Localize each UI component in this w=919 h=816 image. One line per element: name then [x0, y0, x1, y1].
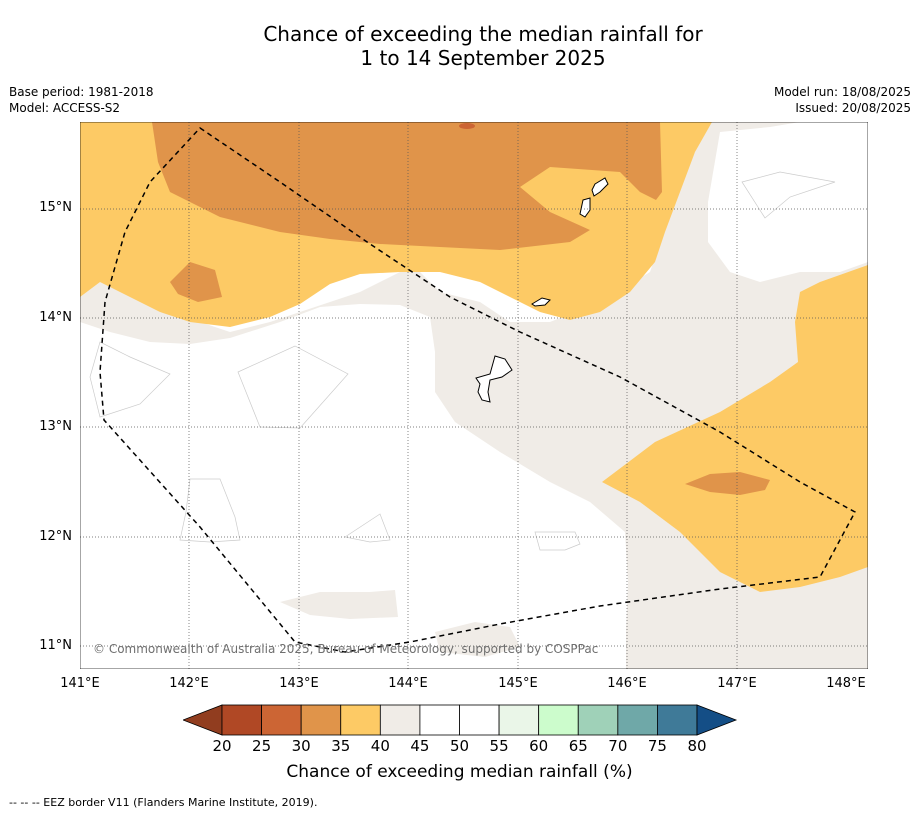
colorbar-cell: [340, 704, 381, 736]
lon-label-147e: 147°E: [717, 676, 757, 691]
copyright-notice: © Commonwealth of Australia 2025, Bureau…: [93, 642, 599, 656]
region-30-35-east-blob: [685, 472, 770, 495]
colorbar-cell: [577, 704, 619, 736]
lon-label-142e: 142°E: [169, 676, 209, 691]
eez-footnote: -- -- -- EEZ border V11 (Flanders Marine…: [9, 796, 318, 809]
model-run: Model run: 18/08/2025: [773, 85, 911, 99]
title-line-2: 1 to 14 September 2025: [360, 46, 606, 70]
colorbar-tick-label: 30: [291, 737, 311, 755]
colorbar-tick-label: 75: [647, 737, 667, 755]
meta-right: Model run: 18/08/2025 Issued: 20/08/2025: [774, 84, 911, 116]
colorbar-cell: [261, 704, 302, 736]
colorbar-cell: [498, 704, 540, 736]
region-45-55-upper-right: [708, 122, 868, 282]
colorbar-tick-label: 45: [410, 737, 430, 755]
colorbar-cell: [459, 704, 500, 736]
colorbar-cell: [419, 704, 460, 736]
lon-label-148e: 148°E: [826, 676, 866, 691]
base-period: Base period: 1981-2018: [9, 85, 154, 99]
lon-label-145e: 145°E: [498, 676, 538, 691]
colorbar-cell: [221, 704, 262, 736]
lat-label-14n: 14°N: [39, 310, 72, 325]
island-saipan: [591, 177, 609, 197]
title-line-1: Chance of exceeding the median rainfall …: [263, 22, 703, 46]
contour-line-southeast: [534, 531, 581, 551]
lat-label-11n: 11°N: [39, 638, 72, 653]
island-rota: [531, 297, 551, 307]
lat-label-15n: 15°N: [39, 200, 72, 215]
lat-label-13n: 13°N: [39, 419, 72, 434]
contour-line-south: [344, 513, 391, 543]
model-name: Model: ACCESS-S2: [9, 101, 121, 115]
issued-date: Issued: 20/08/2025: [795, 101, 911, 115]
colorbar-high-extend: [696, 704, 738, 736]
colorbar-cell: [657, 704, 698, 736]
island-tinian: [579, 197, 591, 218]
colorbar-tick-label: 40: [370, 737, 390, 755]
colorbar-tick-label: 65: [568, 737, 588, 755]
contour-line-west: [89, 341, 171, 418]
colorbar-low-extend: [183, 704, 223, 736]
region-40-45-south-patch: [435, 622, 520, 657]
colorbar: [183, 704, 738, 736]
lon-label-141e: 141°E: [60, 676, 100, 691]
lon-label-143e: 143°E: [279, 676, 319, 691]
region-30-35-west-blob: [170, 262, 222, 302]
colorbar-tick-label: 55: [489, 737, 509, 755]
graticule: [80, 122, 868, 669]
colorbar-tick-label: 20: [212, 737, 232, 755]
contour-line-northeast: [741, 171, 836, 219]
colorbar-tick-label: 60: [529, 737, 549, 755]
colorbar-tick-label: 70: [608, 737, 628, 755]
colorbar-cell: [300, 704, 342, 736]
meta-left: Base period: 1981-2018 Model: ACCESS-S2: [9, 84, 154, 116]
region-25-30-spot: [459, 123, 475, 129]
colorbar-tick-label: 25: [252, 737, 272, 755]
eez-border: [99, 127, 857, 653]
map-title: Chance of exceeding the median rainfall …: [0, 22, 919, 70]
colorbar-cell: [617, 704, 658, 736]
contour-line-south-west: [179, 478, 241, 543]
contour-line-center: [237, 345, 349, 429]
island-guam: [475, 355, 513, 403]
lon-label-144e: 144°E: [388, 676, 428, 691]
colorbar-tick-label: 35: [331, 737, 351, 755]
colorbar-tick-label: 80: [687, 737, 707, 755]
colorbar-tick-label: 50: [449, 737, 470, 755]
region-35-40-east: [602, 265, 868, 592]
colorbar-cell: [538, 704, 579, 736]
region-40-45-south-strip: [280, 590, 398, 619]
rainfall-map: [80, 122, 868, 669]
lat-label-12n: 12°N: [39, 529, 72, 544]
region-45-55-lower-left: [80, 304, 628, 669]
lon-label-146e: 146°E: [607, 676, 647, 691]
region-30-35-north: [152, 122, 662, 250]
colorbar-label: Chance of exceeding median rainfall (%): [286, 762, 633, 782]
colorbar-cells: [221, 704, 698, 736]
colorbar-cell: [379, 704, 421, 736]
